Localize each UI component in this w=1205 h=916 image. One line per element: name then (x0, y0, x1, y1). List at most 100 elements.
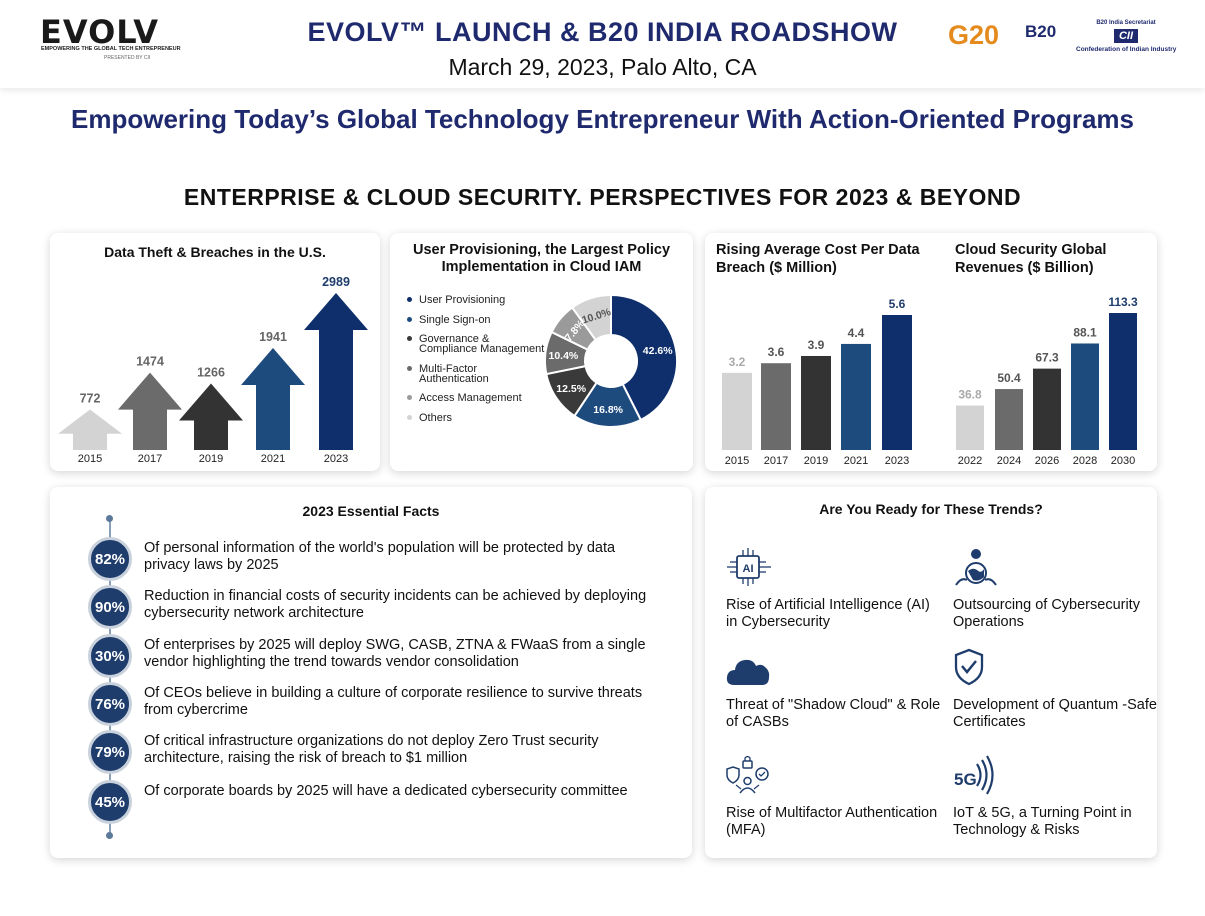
legend-item: Single Sign-on (407, 313, 547, 326)
cii-secretariat: B20 India Secretariat (1096, 20, 1156, 26)
data-label: 1474 (136, 355, 164, 369)
data-label: 5.6 (889, 297, 906, 311)
bar (995, 389, 1023, 450)
bar (956, 405, 984, 450)
fact-item: 76% Of CEOs believe in building a cultur… (88, 682, 678, 726)
legend-swatch (407, 365, 412, 371)
fact-item: 45% Of corporate boards by 2025 will hav… (88, 780, 678, 824)
x-tick-label: 2017 (138, 453, 162, 465)
fact-text: Of enterprises by 2025 will deploy SWG, … (144, 637, 646, 670)
multifactor-lock-icon (726, 755, 769, 794)
bar (1033, 368, 1061, 450)
legend-item: Multi-Factor Authentication (407, 362, 547, 385)
fact-item: 90% Reduction in financial costs of secu… (88, 585, 678, 629)
logo-tagline: EMPOWERING THE GLOBAL TECH ENTREPRENEUR (41, 46, 181, 52)
data-label: 88.1 (1073, 325, 1097, 339)
x-tick-label: 2023 (324, 453, 348, 465)
tagline: Empowering Today’s Global Technology Ent… (71, 104, 1134, 134)
data-label: 36.8 (958, 388, 982, 402)
facts-card: 2023 Essential Facts 82% Of personal inf… (50, 487, 692, 858)
legend-label: Others (419, 411, 453, 424)
shield-check-icon (954, 648, 984, 686)
cost-revenue-charts: 3.2 2015 3.6 2017 3.9 2019 4.4 2021 5.6 2023 36.8 2… (722, 295, 1138, 467)
legend-item: Governance & Compliance Management (407, 333, 547, 355)
svg-text:5G: 5G (954, 770, 977, 789)
x-tick-label: 2015 (78, 453, 102, 465)
x-tick-label: 2026 (1035, 455, 1059, 467)
cii-logo-mark: CII (1113, 29, 1139, 43)
bar (722, 372, 752, 450)
fact-text: Of critical infrastructure organizations… (144, 733, 599, 766)
x-tick-label: 2024 (997, 455, 1021, 467)
donut-slice (570, 293, 612, 342)
5g-signal-icon: 5G (954, 755, 994, 795)
fact-text: Of personal information of the world's p… (144, 540, 616, 573)
header-banner: EVOLV EMPOWERING THE GLOBAL TECH ENTREPR… (0, 0, 1205, 88)
data-label: 3.2 (729, 355, 746, 369)
x-tick-label: 2015 (725, 455, 749, 467)
x-tick-label: 2022 (958, 455, 982, 467)
x-tick-label: 2021 (844, 455, 868, 467)
trend-label: Outsourcing of Cybersecurity Operations (953, 597, 1140, 630)
timeline-dot (106, 832, 113, 839)
fact-item: 82% Of personal information of the world… (88, 537, 678, 581)
data-label: 3.9 (808, 338, 825, 352)
x-tick-label: 2021 (261, 453, 285, 465)
fact-item: 30% Of enterprises by 2025 will deploy S… (88, 634, 678, 678)
legend-label: Single Sign-on (419, 313, 491, 326)
g20-logo-text: G20 (948, 20, 1000, 50)
svg-text:AI: AI (743, 563, 754, 575)
slice-label: 42.6% (643, 345, 673, 357)
iam-chart-title: User Provisioning, the Largest Policy Im… (412, 242, 671, 275)
data-label: 4.4 (848, 326, 865, 340)
legend-swatch (407, 395, 412, 400)
data-label: 2989 (322, 275, 350, 289)
page-title: EVOLV™ LAUNCH & B20 INDIA ROADSHOW (307, 17, 898, 47)
data-label: 113.3 (1108, 295, 1138, 309)
x-tick-label: 2017 (764, 455, 788, 467)
revenue-chart-title: Cloud Security Global Revenues ($ Billio… (955, 242, 1107, 276)
bar (1109, 313, 1137, 450)
legend-item: User Provisioning (407, 294, 547, 306)
facts-timeline (109, 519, 111, 837)
x-tick-label: 2019 (804, 455, 828, 467)
breaches-chart-title: Data Theft & Breaches in the U.S. (104, 244, 326, 260)
evolv-logo: EVOLV EMPOWERING THE GLOBAL TECH ENTREPR… (40, 13, 181, 66)
legend-swatch (407, 316, 412, 322)
bar (801, 355, 831, 450)
fact-badge: 76% (88, 682, 132, 726)
legend-label: User Provisioning (419, 294, 506, 306)
slice-label: 10.4% (548, 350, 578, 362)
x-tick-label: 2019 (199, 453, 223, 465)
g20-logo: G20 (948, 20, 1018, 60)
legend-item: Others (407, 411, 547, 424)
legend-swatch (407, 336, 412, 341)
x-tick-label: 2028 (1073, 455, 1097, 467)
iam-card: User Provisioning, the Largest Policy Im… (390, 233, 693, 471)
bar (882, 315, 912, 450)
fact-text: Reduction in financial costs of security… (144, 588, 647, 621)
fact-badge: 82% (88, 537, 132, 581)
legend-label: Governance & Compliance Management (419, 333, 545, 355)
breaches-chart: 772 2015 1474 2017 1266 2019 1941 2021 2989 2023 (58, 275, 368, 465)
cii-name: Confederation of Indian Industry (1076, 46, 1177, 53)
cloud-icon (726, 659, 770, 685)
bar-arrow (304, 293, 368, 450)
logo-word: EVOLV (40, 13, 160, 51)
trends-card: Are You Ready for These Trends? AI Rise … (705, 487, 1157, 858)
bar-arrow (179, 383, 243, 450)
fact-badge: 45% (88, 780, 132, 824)
iam-legend: User Provisioning Single Sign-on Governanc… (407, 295, 547, 432)
trend-label: Development of Quantum -Safe Certificate… (953, 697, 1157, 730)
fact-text: Of corporate boards by 2025 will have a … (144, 783, 628, 799)
bar (761, 363, 791, 450)
fact-text: Of CEOs believe in building a culture of… (144, 685, 643, 718)
x-tick-label: 2030 (1111, 455, 1135, 467)
legend-label: Multi-Factor Authentication (419, 362, 489, 385)
globe-person-icon (955, 549, 997, 586)
bar (841, 343, 871, 450)
section-title: ENTERPRISE & CLOUD SECURITY. PERSPECTIVE… (183, 184, 1022, 210)
bar (1071, 343, 1099, 450)
data-label: 67.3 (1035, 351, 1059, 365)
legend-swatch (407, 297, 412, 302)
